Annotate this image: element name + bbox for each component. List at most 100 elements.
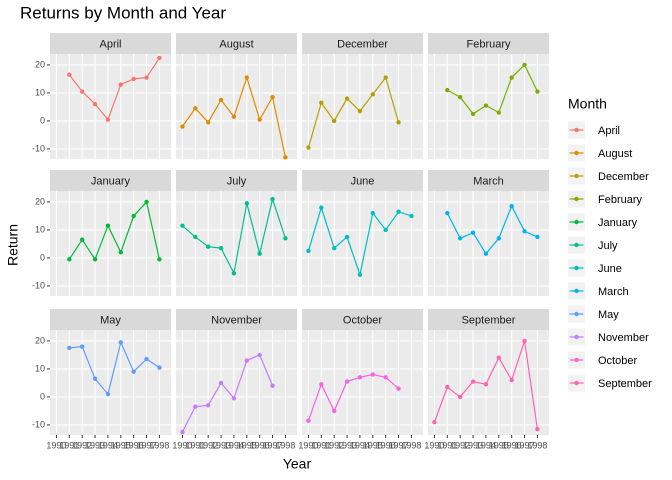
data-point <box>331 245 337 251</box>
data-point <box>92 101 98 107</box>
x-tick-label: 1990 <box>424 440 444 450</box>
data-point <box>535 426 540 432</box>
data-point <box>483 103 489 108</box>
data-point <box>257 117 262 122</box>
panel <box>428 191 549 296</box>
series-line <box>446 204 538 255</box>
x-tick-label: 1991 <box>437 440 457 450</box>
data-point <box>445 87 450 93</box>
y-tick-label: -10 <box>32 143 45 153</box>
data-point <box>409 213 414 219</box>
strip <box>428 170 549 191</box>
data-point <box>67 72 72 77</box>
y-tick-label: 20 <box>35 335 45 345</box>
data-point <box>509 377 514 383</box>
strip-label: November <box>211 314 262 326</box>
data-point <box>270 383 275 388</box>
strip <box>176 309 297 330</box>
strip-label: August <box>219 38 253 50</box>
data-point <box>270 94 275 100</box>
x-tick-label: 1996 <box>502 440 522 450</box>
data-point <box>205 244 211 249</box>
data-point <box>383 75 388 80</box>
data-point <box>535 89 540 94</box>
x-tick-label: 1991 <box>311 440 331 450</box>
strip-label: June <box>351 175 375 187</box>
data-point <box>193 234 198 240</box>
data-point <box>79 344 85 349</box>
data-point <box>244 358 249 363</box>
x-axis-title: Year <box>283 456 312 472</box>
y-axis-title: Return <box>5 224 21 266</box>
data-point <box>131 76 136 82</box>
data-point <box>118 250 123 255</box>
legend-label: July <box>598 240 618 252</box>
data-point <box>257 251 262 256</box>
data-point <box>157 257 162 262</box>
legend-point <box>574 150 579 156</box>
data-point <box>535 234 540 240</box>
x-tick-label: 1990 <box>298 440 318 450</box>
legend-label: February <box>598 194 643 206</box>
data-point <box>319 205 324 210</box>
x-tick-label: 1994 <box>224 440 244 450</box>
data-point <box>483 382 489 387</box>
legend-label: June <box>598 263 622 275</box>
y-tick-label: 10 <box>35 224 45 234</box>
legend-point <box>574 242 579 248</box>
data-point <box>522 62 527 68</box>
legend-point <box>574 265 579 271</box>
x-tick-label: 1992 <box>72 440 92 450</box>
x-tick-label: 1995 <box>111 440 131 450</box>
legend-label: December <box>598 171 649 183</box>
data-point <box>457 94 463 100</box>
data-point <box>496 355 501 360</box>
data-point <box>218 97 224 103</box>
legend-point <box>574 173 579 179</box>
y-tick-label: 0 <box>40 391 45 401</box>
data-point <box>344 96 350 101</box>
data-point <box>496 110 501 115</box>
x-tick-label: 1991 <box>59 440 79 450</box>
series-line <box>69 340 160 396</box>
data-point <box>105 117 111 122</box>
x-tick-label: 1996 <box>124 440 144 450</box>
strip-label: September <box>462 314 516 326</box>
data-point <box>105 391 111 397</box>
data-point <box>231 396 237 401</box>
data-point <box>118 82 123 87</box>
data-point <box>270 196 275 202</box>
data-point <box>193 404 198 409</box>
data-point <box>231 271 237 276</box>
legend-point <box>574 334 579 340</box>
strip <box>302 170 423 191</box>
data-point <box>370 210 375 216</box>
data-point <box>470 230 476 235</box>
strip-label: March <box>473 175 504 187</box>
legend-point <box>574 288 579 294</box>
data-point <box>396 120 401 125</box>
x-tick-label: 1995 <box>237 440 257 450</box>
data-point <box>432 419 437 425</box>
panel <box>50 191 171 296</box>
data-point <box>509 203 514 209</box>
data-point <box>283 155 288 160</box>
data-point <box>144 199 149 205</box>
x-tick-label: 1992 <box>198 440 218 450</box>
data-point <box>344 234 350 240</box>
y-tick-label: 20 <box>35 196 45 206</box>
data-point <box>144 356 149 362</box>
strip-label: January <box>91 175 131 187</box>
x-tick-label: 1998 <box>149 440 169 450</box>
data-point <box>257 352 262 358</box>
data-point <box>331 118 337 124</box>
strip <box>176 33 297 54</box>
x-tick-label: 1993 <box>85 440 105 450</box>
strip <box>50 309 171 330</box>
data-point <box>331 408 337 414</box>
data-point <box>383 375 388 380</box>
strip-label: April <box>99 38 121 50</box>
data-point <box>457 394 463 400</box>
legend-label: October <box>598 355 637 367</box>
x-tick-label: 1990 <box>46 440 66 450</box>
